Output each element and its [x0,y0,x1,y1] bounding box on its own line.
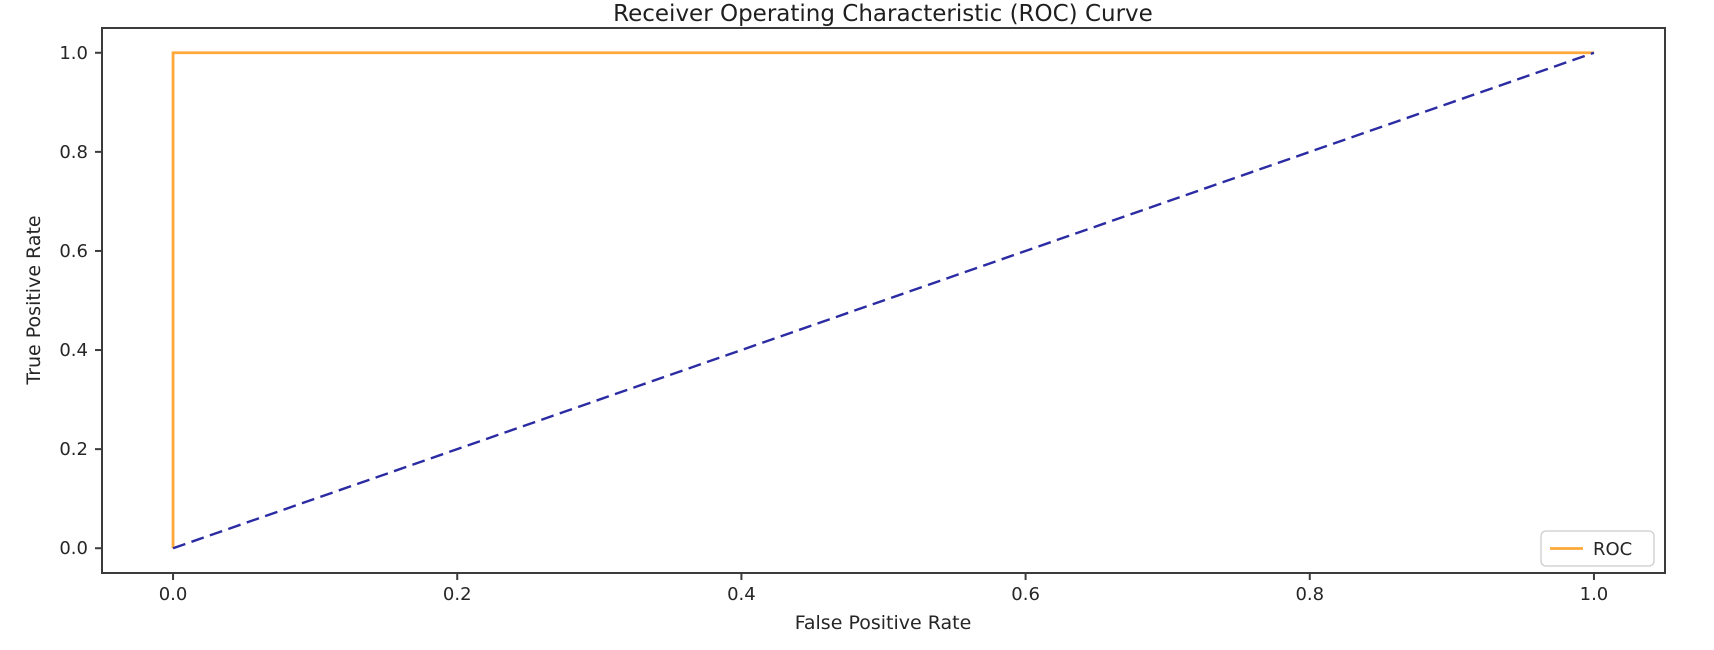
chance-diagonal-line [172,51,1595,550]
x-tick-label: 1.0 [1580,584,1609,605]
legend-box [1540,530,1655,567]
roc-curve-line [171,51,1594,549]
y-axis-label: True Positive Rate [23,215,45,385]
y-tick-label: 0.6 [59,241,88,262]
y-tick-label: 1.0 [59,43,88,64]
x-tick-label: 0.4 [727,584,756,605]
plot-border [101,27,1666,574]
x-tick-label: 0.8 [1295,584,1324,605]
x-tick-label: 0.0 [159,584,188,605]
y-tick-label: 0.0 [59,538,88,559]
x-tick-label: 0.6 [1011,584,1040,605]
y-tick-label: 0.8 [59,142,88,163]
y-tick-label: 0.4 [59,340,88,361]
legend-roc-label: ROC [1593,539,1632,560]
chart-title: Receiver Operating Characteristic (ROC) … [613,1,1153,27]
x-tick-label: 0.2 [443,584,472,605]
y-tick-label: 0.2 [59,439,88,460]
x-axis-label: False Positive Rate [794,612,972,634]
